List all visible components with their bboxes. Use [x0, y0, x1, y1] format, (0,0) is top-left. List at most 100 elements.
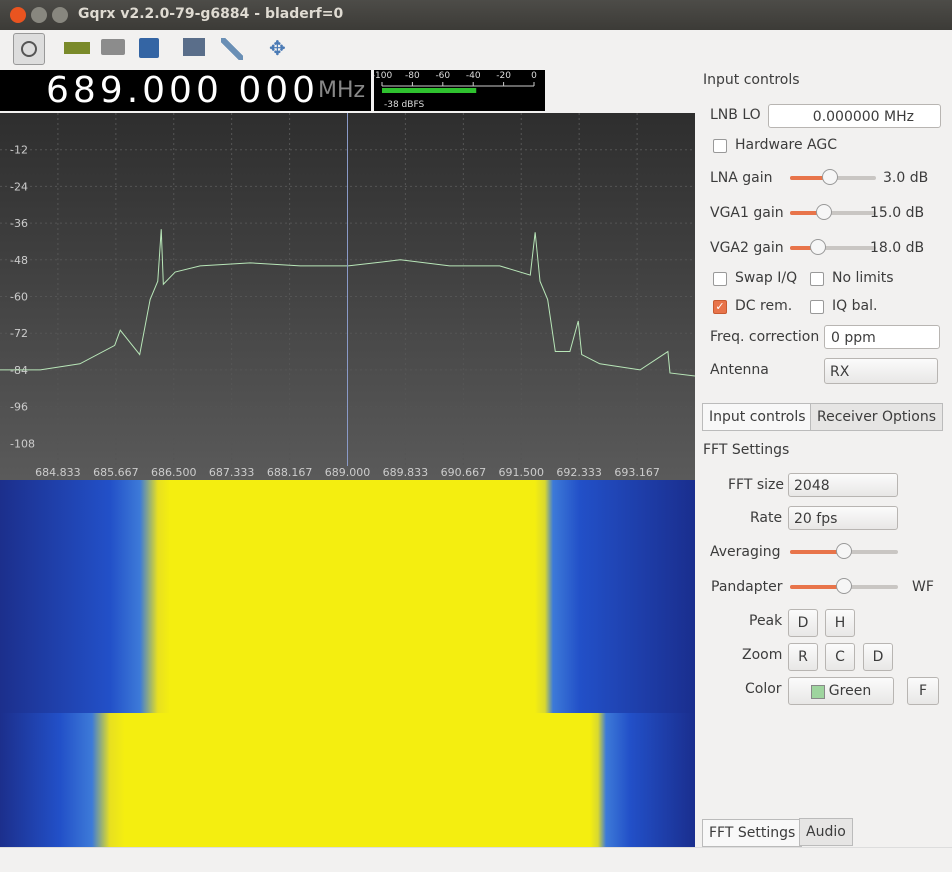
- panel-title: FFT Settings: [703, 442, 790, 458]
- save-button[interactable]: [139, 38, 159, 58]
- label: Rate: [750, 510, 783, 526]
- y-tick-label: -108: [10, 437, 35, 450]
- meter-tick-label: -20: [496, 71, 511, 81]
- meter-level: [382, 88, 477, 93]
- checkbox[interactable]: [810, 272, 824, 286]
- label: Peak: [749, 613, 783, 629]
- combo-box[interactable]: RX: [824, 358, 938, 384]
- button[interactable]: C: [825, 643, 855, 671]
- tab[interactable]: Receiver Options: [810, 403, 944, 431]
- status-bar: [0, 847, 952, 872]
- x-tick-label: 690.667: [441, 466, 487, 479]
- label: VGA1 gain: [710, 205, 784, 221]
- button[interactable]: F: [907, 677, 939, 705]
- frequency-unit: MHz: [318, 78, 366, 103]
- settings-button[interactable]: [221, 38, 243, 60]
- spectrum-trace: [0, 229, 695, 377]
- label: Green: [828, 683, 872, 699]
- checkbox[interactable]: [713, 272, 727, 286]
- slider[interactable]: [790, 578, 898, 594]
- button[interactable]: D: [863, 643, 893, 671]
- x-tick-label: 684.833: [35, 466, 81, 479]
- x-tick-label: 693.167: [614, 466, 660, 479]
- tab[interactable]: Audio: [799, 818, 853, 846]
- x-tick-label: 685.667: [93, 466, 139, 479]
- x-tick-label: 689.000: [325, 466, 371, 479]
- label: Antenna: [710, 362, 769, 378]
- signal-meter: -100 -80 -60 -40 -20 0 -38 dBFS: [374, 70, 545, 111]
- frequency-display[interactable]: 689.000 000 MHz: [0, 70, 371, 111]
- title-bar: Gqrx v2.2.0-79-g6884 - bladerf=0: [0, 0, 952, 30]
- x-tick-label: 687.333: [209, 466, 255, 479]
- button[interactable]: R: [788, 643, 818, 671]
- label: LNA gain: [710, 170, 773, 186]
- toolbar: ✥: [0, 30, 952, 68]
- spinbox[interactable]: 0 ppm: [824, 325, 940, 349]
- slider[interactable]: [790, 169, 876, 185]
- y-tick-label: -48: [10, 254, 28, 267]
- meter-tick-label: -40: [466, 71, 481, 81]
- label: Averaging: [710, 544, 781, 560]
- y-tick-label: -36: [10, 217, 28, 230]
- label: Zoom: [742, 647, 783, 663]
- value: 15.0 dB: [870, 205, 925, 221]
- lnb-lo-input[interactable]: 0.000000 MHz: [768, 104, 941, 128]
- label: Hardware AGC: [735, 137, 837, 153]
- y-tick-label: -24: [10, 180, 28, 193]
- button[interactable]: D: [788, 609, 818, 637]
- label: FFT size: [728, 477, 785, 493]
- tab-active[interactable]: FFT Settings: [702, 819, 803, 847]
- meter-tick-label: 0: [531, 71, 537, 81]
- device-button[interactable]: [64, 42, 90, 54]
- x-tick-label: 689.833: [383, 466, 429, 479]
- label: LNB LO: [710, 107, 761, 123]
- label: DC rem.: [735, 298, 793, 314]
- y-tick-label: -96: [10, 401, 28, 414]
- meter-tick-label: -100: [374, 71, 392, 81]
- frequency-digits: 689.000 000: [46, 70, 320, 111]
- button[interactable]: H: [825, 609, 855, 637]
- x-tick-label: 688.167: [267, 466, 313, 479]
- window-title: Gqrx v2.2.0-79-g6884 - bladerf=0: [78, 6, 344, 22]
- panel-title: Input controls: [703, 72, 800, 88]
- label: Color: [745, 681, 782, 697]
- combo-box[interactable]: 2048: [788, 473, 898, 497]
- slider[interactable]: [790, 204, 876, 220]
- y-tick-label: -60: [10, 291, 28, 304]
- slider[interactable]: [790, 543, 898, 559]
- close-button[interactable]: [10, 7, 26, 23]
- label: No limits: [832, 270, 894, 286]
- label: WF: [912, 579, 934, 595]
- label: IQ bal.: [832, 298, 878, 314]
- power-button[interactable]: [13, 33, 45, 65]
- tab-active[interactable]: Input controls: [702, 403, 813, 431]
- y-tick-label: -72: [10, 327, 28, 340]
- open-button[interactable]: [101, 39, 125, 55]
- x-tick-label: 691.500: [499, 466, 545, 479]
- remote-button[interactable]: [183, 38, 205, 56]
- label: Swap I/Q: [735, 270, 798, 286]
- x-tick-label: 686.500: [151, 466, 197, 479]
- value: 18.0 dB: [870, 240, 925, 256]
- meter-tick-label: -60: [435, 71, 450, 81]
- x-tick-label: 692.333: [556, 466, 602, 479]
- slider[interactable]: [790, 239, 876, 255]
- color-button[interactable]: Green: [788, 677, 894, 705]
- label: VGA2 gain: [710, 240, 784, 256]
- meter-tick-label: -80: [405, 71, 420, 81]
- label: Pandapter: [711, 579, 783, 595]
- maximize-button[interactable]: [52, 7, 68, 23]
- checkbox-checked[interactable]: ✓: [713, 300, 727, 314]
- checkbox[interactable]: [713, 139, 727, 153]
- value: 3.0 dB: [883, 170, 929, 186]
- combo-box[interactable]: 20 fps: [788, 506, 898, 530]
- fullscreen-button[interactable]: ✥: [269, 36, 286, 60]
- y-tick-label: -12: [10, 144, 28, 157]
- waterfall[interactable]: [0, 480, 695, 847]
- minimize-button[interactable]: [31, 7, 47, 23]
- label: Freq. correction: [710, 329, 820, 345]
- checkbox[interactable]: [810, 300, 824, 314]
- meter-level-label: -38 dBFS: [384, 100, 424, 110]
